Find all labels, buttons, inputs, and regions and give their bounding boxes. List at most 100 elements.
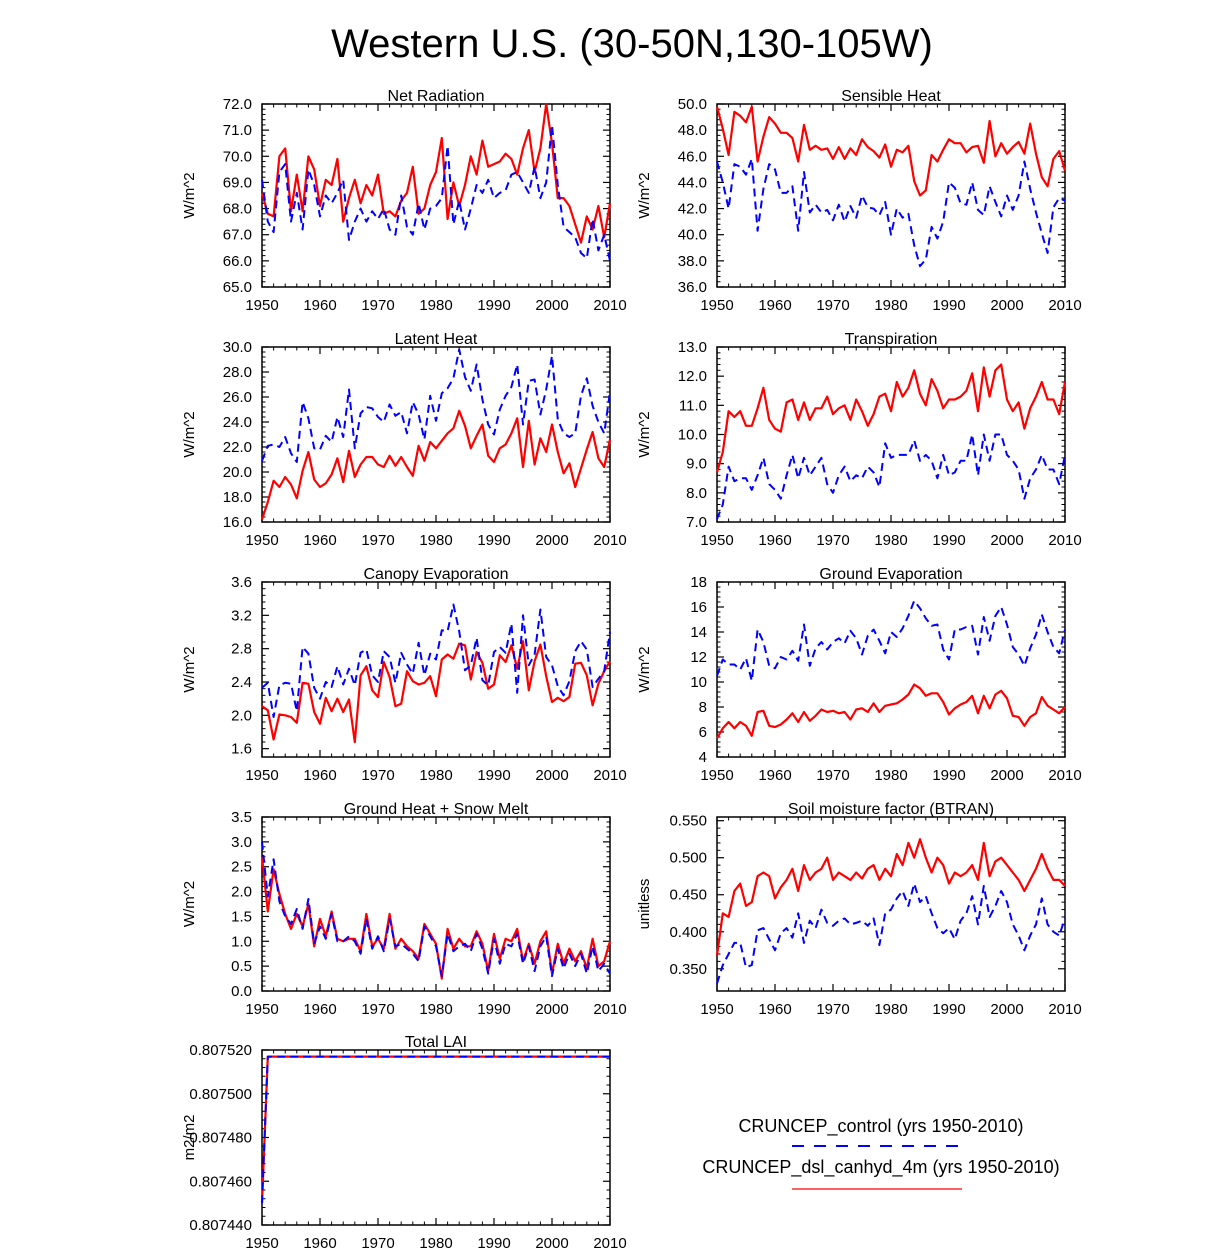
y-tick-label: 1.0: [231, 933, 252, 950]
panels: Net Radiation W/m^2 1950 1960 1970 1980 1990 20…: [181, 88, 1082, 1252]
panel-sensible-heat: Sensible Heat W/m^2 1950 1960 1970 1980 1990 20…: [636, 88, 1082, 314]
x-tick-label: 1970: [361, 532, 394, 549]
x-tick-label: 2010: [593, 297, 626, 314]
y-tick-label: 30.0: [223, 339, 252, 356]
plot-frame: [716, 581, 1066, 758]
series-line-experiment: [260, 1055, 610, 1204]
y-axis-label: m2/m2: [181, 1115, 198, 1161]
y-tick-label: 16: [690, 599, 707, 616]
panel-title: Ground Heat + Snow Melt: [344, 801, 529, 818]
y-tick-label: 44.0: [678, 174, 707, 191]
y-tick-label: 10.0: [678, 427, 707, 444]
y-tick-label: 50.0: [678, 96, 707, 113]
y-tick-label: 20.0: [223, 464, 252, 481]
panel-title: Total LAI: [405, 1034, 467, 1051]
y-tick-label: 8.0: [686, 485, 707, 502]
x-tick-label: 2000: [535, 1235, 568, 1252]
x-tick-label: 1990: [477, 297, 510, 314]
plot-frame: [716, 816, 1066, 992]
x-tick-label: 1980: [419, 1001, 452, 1018]
y-tick-label: 69.0: [223, 174, 252, 191]
y-tick-label: 18.0: [223, 489, 252, 506]
y-tick-label: 0.807500: [189, 1086, 252, 1103]
x-tick-label: 1990: [477, 532, 510, 549]
legend: CRUNCEP_control (yrs 1950-2010) CRUNCEP_…: [702, 1116, 1060, 1190]
plot-frame: [261, 816, 611, 992]
y-tick-label: 65.0: [223, 279, 252, 296]
series-line-experiment: [261, 640, 611, 744]
y-tick-label: 38.0: [678, 253, 707, 270]
y-tick-label: 42.0: [678, 201, 707, 218]
legend-label-experiment: CRUNCEP_dsl_canhyd_4m (yrs 1950-2010): [702, 1157, 1059, 1178]
y-tick-label: 2.0: [231, 707, 252, 724]
x-tick-label: 1990: [932, 297, 965, 314]
y-axis-label: W/m^2: [181, 172, 198, 218]
panel-ground-heat-snow-melt: Ground Heat + Snow Melt W/m^2 1950 1960 1970…: [181, 801, 627, 1018]
x-tick-label: 1960: [303, 1235, 336, 1252]
series-line-experiment: [715, 105, 1067, 197]
y-tick-label: 40.0: [678, 227, 707, 244]
x-tick-label: 2010: [593, 767, 626, 784]
x-tick-label: 2000: [535, 297, 568, 314]
y-tick-label: 14: [690, 624, 707, 641]
x-tick-label: 2000: [535, 532, 568, 549]
series-line-control: [261, 841, 611, 978]
x-tick-label: 2010: [593, 1235, 626, 1252]
legend-label-control: CRUNCEP_control (yrs 1950-2010): [738, 1116, 1023, 1137]
y-tick-label: 0.807440: [189, 1217, 252, 1234]
x-tick-label: 2010: [1048, 532, 1081, 549]
y-tick-label: 7.0: [686, 514, 707, 531]
x-tick-label: 1950: [700, 532, 733, 549]
y-tick-label: 0.5: [231, 958, 252, 975]
x-tick-label: 1990: [477, 1001, 510, 1018]
x-tick-label: 1970: [361, 767, 394, 784]
panel-title: Latent Heat: [395, 331, 478, 348]
x-tick-label: 1950: [700, 297, 733, 314]
panel-total-lai: Total LAI m2/m2 1950 1960 1970 1980 1990 2000 20…: [181, 1034, 627, 1252]
x-tick-label: 2000: [990, 767, 1023, 784]
x-tick-label: 1960: [758, 1001, 791, 1018]
y-axis-label: W/m^2: [181, 646, 198, 692]
plot-frame: [261, 581, 611, 758]
x-tick-label: 2010: [1048, 297, 1081, 314]
series-line-control: [261, 123, 611, 262]
y-tick-label: 70.0: [223, 148, 252, 165]
y-tick-label: 22.0: [223, 439, 252, 456]
x-tick-label: 1960: [303, 297, 336, 314]
series-line-control: [261, 1055, 610, 1204]
x-tick-label: 1990: [932, 1001, 965, 1018]
y-tick-label: 48.0: [678, 122, 707, 139]
panel-title: Net Radiation: [388, 88, 485, 105]
panel-title: Soil moisture factor (BTRAN): [788, 801, 994, 818]
y-tick-label: 3.6: [231, 574, 252, 591]
series-line-control: [716, 882, 1066, 984]
y-tick-label: 2.8: [231, 641, 252, 658]
x-tick-label: 2010: [593, 532, 626, 549]
y-tick-label: 71.0: [223, 122, 252, 139]
plot-frame: [716, 103, 1066, 288]
plot-frame: [716, 346, 1066, 523]
y-tick-label: 11.0: [679, 397, 707, 414]
x-tick-label: 1960: [303, 1001, 336, 1018]
panel-title: Transpiration: [845, 331, 938, 348]
plot-frame: [261, 1049, 611, 1226]
x-tick-label: 2000: [990, 297, 1023, 314]
y-axis-label: W/m^2: [636, 411, 653, 457]
x-tick-label: 1960: [303, 767, 336, 784]
series-line-experiment: [715, 838, 1066, 956]
x-tick-label: 2010: [1048, 1001, 1081, 1018]
y-tick-label: 66.0: [223, 253, 252, 270]
series-line-control: [261, 603, 611, 718]
y-tick-label: 0.450: [669, 887, 707, 904]
y-tick-label: 3.5: [231, 809, 252, 826]
y-tick-label: 2.4: [231, 674, 252, 691]
x-tick-label: 1980: [874, 532, 907, 549]
y-tick-label: 10: [690, 674, 707, 691]
plot-frame: [261, 346, 611, 523]
x-tick-label: 1950: [245, 1001, 278, 1018]
y-tick-label: 0.550: [669, 813, 707, 830]
y-tick-label: 0.807460: [189, 1173, 252, 1190]
panel-transpiration: Transpiration W/m^2 1950 1960 1970 1980 1990 20…: [636, 331, 1082, 549]
y-tick-label: 68.0: [223, 201, 252, 218]
y-tick-label: 0.350: [669, 961, 707, 978]
